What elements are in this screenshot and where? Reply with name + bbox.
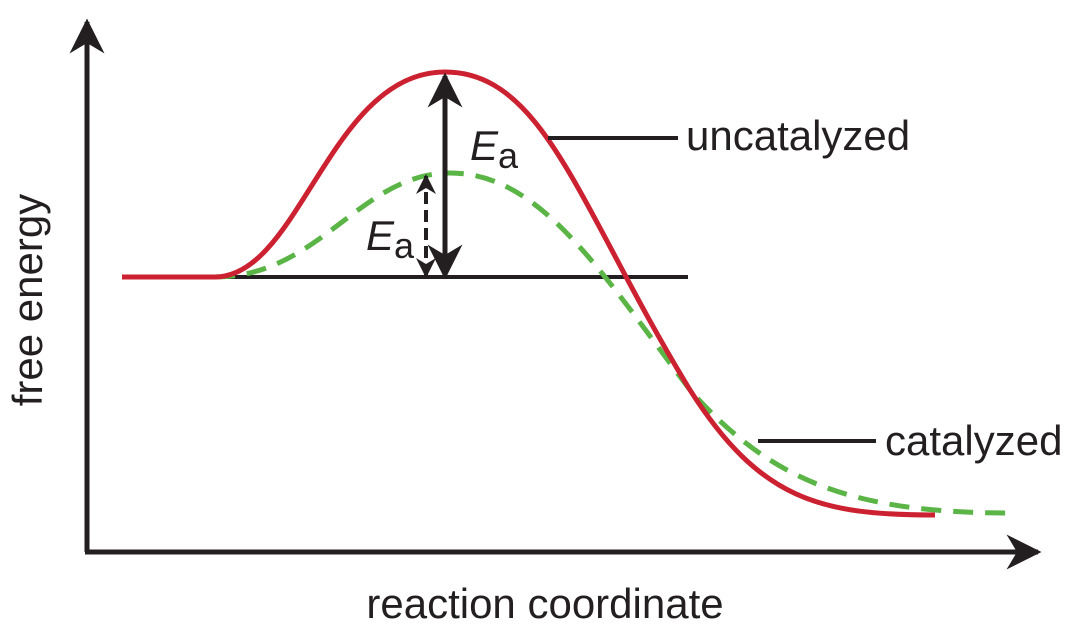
catalyzed-ea-label: Ea [366,212,415,266]
y-axis-label: free energy [4,194,51,406]
uncatalyzed-label: uncatalyzed [686,112,910,159]
uncatalyzed-curve [122,69,936,518]
catalyzed-curve [214,170,1011,516]
uncatalyzed-ea-label: Ea [470,122,519,176]
catalyzed-label: catalyzed [885,417,1062,464]
x-axis-label: reaction coordinate [366,580,723,627]
